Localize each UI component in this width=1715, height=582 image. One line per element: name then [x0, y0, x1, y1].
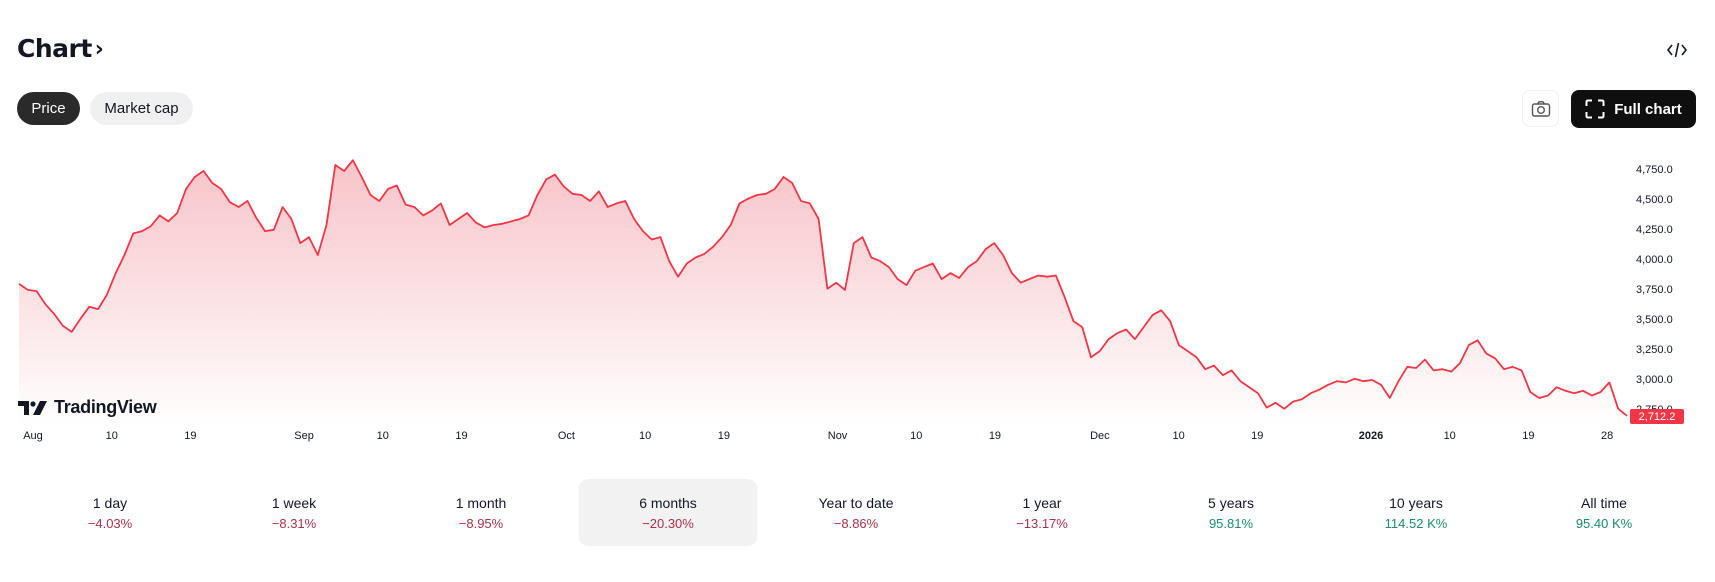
- period-change-value: −8.86%: [833, 515, 879, 531]
- period-tab-all-time[interactable]: All time 95.40 K%: [1515, 479, 1694, 546]
- tradingview-logo-text: TradingView: [54, 397, 157, 417]
- price-area-fill: [19, 160, 1627, 425]
- x-axis-tick-label: 19: [1522, 430, 1535, 442]
- x-axis-tick-label: Nov: [827, 430, 848, 442]
- y-axis-tick-label: 4,750.0: [1636, 164, 1673, 176]
- full-chart-label: Full chart: [1614, 100, 1682, 118]
- fullscreen-icon: [1585, 99, 1605, 119]
- x-axis-tick-label: 19: [455, 430, 468, 442]
- x-axis-tick-label: Sep: [294, 430, 314, 442]
- price-toggle[interactable]: Price: [17, 92, 80, 125]
- chart-title-link[interactable]: Chart ›: [17, 34, 104, 63]
- x-axis-tick-label: 19: [717, 430, 730, 442]
- tradingview-logo[interactable]: TradingView: [18, 397, 157, 418]
- period-tab-10-years[interactable]: 10 years 114.52 K%: [1327, 479, 1506, 546]
- period-change-value: −13.17%: [1016, 515, 1068, 531]
- y-axis-tick-label: 3,250.0: [1636, 344, 1673, 357]
- code-icon: [1666, 42, 1688, 58]
- current-price-tag: 2,712.2: [1630, 409, 1684, 424]
- x-axis-tick-label: 10: [639, 430, 652, 442]
- x-axis-tick-label: 10: [1443, 430, 1456, 442]
- x-axis-tick-label: 19: [1251, 430, 1264, 442]
- period-label: All time: [1581, 494, 1627, 511]
- y-axis-tick-label: 4,500.0: [1636, 194, 1673, 207]
- period-change-value: 95.81%: [1208, 515, 1254, 531]
- period-tab-1-day[interactable]: 1 day −4.03%: [21, 479, 200, 546]
- page-title: Chart: [17, 34, 92, 63]
- period-tab-1-year[interactable]: 1 year −13.17%: [953, 479, 1132, 546]
- period-label: 1 day: [92, 494, 128, 511]
- x-axis-tick-label: 28: [1600, 430, 1614, 442]
- x-axis-tick-label: 19: [988, 430, 1002, 442]
- y-axis-tick-label: 4,000.0: [1636, 254, 1673, 267]
- y-axis-tick-label: 3,500.0: [1636, 314, 1673, 327]
- x-axis-tick-label: 10: [1172, 430, 1185, 442]
- x-axis-tick-label: 10: [105, 430, 118, 442]
- period-change-value: −20.30%: [642, 515, 694, 531]
- chevron-right-icon: ›: [94, 37, 104, 62]
- period-label: 1 month: [455, 494, 507, 511]
- price-line: [18, 159, 1628, 417]
- x-axis-tick-label: 10: [910, 430, 923, 442]
- period-label: Year to date: [818, 494, 894, 511]
- camera-icon: [1531, 100, 1550, 117]
- period-tab-1-week[interactable]: 1 week −8.31%: [205, 479, 384, 546]
- period-label: 1 year: [1022, 494, 1062, 511]
- full-chart-button[interactable]: Full chart: [1571, 90, 1696, 128]
- period-change-value: −8.31%: [271, 515, 317, 531]
- x-axis-tick-label: Oct: [557, 430, 575, 442]
- period-change-value: −4.03%: [87, 515, 133, 531]
- period-change-value: 114.52 K%: [1384, 515, 1448, 531]
- period-label: 6 months: [639, 494, 697, 511]
- tradingview-logo-icon: [18, 400, 47, 415]
- x-axis-tick-label: Aug: [23, 430, 43, 442]
- y-axis-tick-label: 3,000.0: [1636, 374, 1673, 387]
- period-tab-5-years[interactable]: 5 years 95.81%: [1142, 479, 1321, 546]
- x-axis-tick-label: Dec: [1090, 430, 1110, 442]
- screenshot-button[interactable]: [1522, 90, 1559, 127]
- x-axis-tick-label: 19: [184, 430, 197, 442]
- period-label: 5 years: [1208, 494, 1254, 511]
- embed-code-button[interactable]: [1663, 38, 1691, 62]
- price-area-chart[interactable]: [0, 140, 1715, 450]
- period-tab-6-months[interactable]: 6 months −20.30%: [578, 479, 758, 546]
- x-axis-tick-label: 2026: [1358, 430, 1384, 442]
- period-label: 10 years: [1389, 494, 1443, 511]
- market-cap-toggle[interactable]: Market cap: [90, 92, 193, 125]
- x-axis-tick-label: 10: [376, 430, 389, 442]
- y-axis-tick-label: 3,750.0: [1636, 284, 1673, 297]
- y-axis-tick-label: 4,250.0: [1636, 224, 1673, 237]
- period-performance-tabs: 1 day −4.03% 1 week −8.31% 1 month −8.95% 6 mo…: [17, 479, 1697, 547]
- period-change-value: 95.40 K%: [1575, 515, 1633, 531]
- period-tab-year-to-date[interactable]: Year to date −8.86%: [767, 479, 946, 546]
- period-change-value: −8.95%: [458, 515, 504, 531]
- period-tab-1-month[interactable]: 1 month −8.95%: [392, 479, 571, 546]
- period-label: 1 week: [271, 494, 317, 511]
